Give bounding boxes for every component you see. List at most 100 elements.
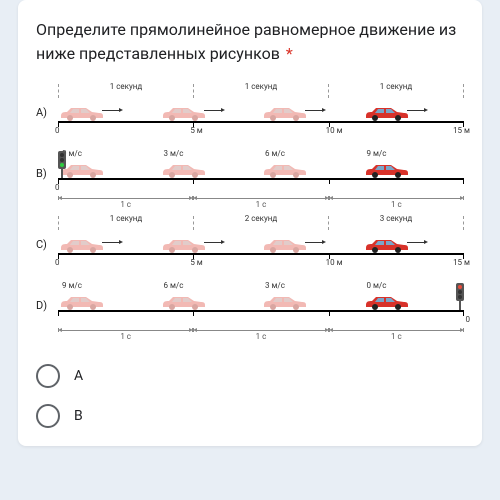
tick-label: 0 [55, 183, 60, 192]
scenario-label: D) [36, 277, 58, 312]
scenario-C: C)1 секунд2 секунд3 секунд 05 м10 м15 м [36, 216, 464, 269]
under-interval-label: 1 c [58, 200, 193, 209]
option-label: A [74, 368, 83, 384]
motion-arrow-icon [305, 242, 323, 243]
scenario-body: 1 секунд1 секунд1 секунд 05 м10 м15 м [58, 84, 464, 137]
tick-label: 15 м [453, 258, 470, 267]
tick-row: 05 м10 м15 м [58, 123, 464, 137]
under-interval-label: 1 c [193, 332, 328, 341]
car-ghost-icon: 6 м/с [261, 161, 307, 179]
car-slot: 0 м/с [363, 293, 465, 311]
car-ghost-icon: 6 м/с [160, 293, 206, 311]
tick-label: 15 м [453, 126, 470, 135]
car-icon [363, 236, 409, 254]
interval-label: 1 секунд [329, 82, 463, 91]
scenario-label: C) [36, 216, 58, 251]
car-slot [363, 104, 465, 122]
required-asterisk: * [284, 44, 293, 63]
traffic-light-icon [56, 151, 68, 179]
car-icon: 9 м/с [363, 161, 409, 179]
radio-icon[interactable] [36, 404, 60, 428]
car-slot: 3 м/с [160, 161, 262, 179]
speed-label: 9 м/с [367, 149, 387, 158]
tick-row: 0 [58, 180, 464, 194]
motion-arrow-icon [204, 242, 222, 243]
car-slot: 6 м/с [160, 293, 262, 311]
scenario-A: A)1 секунд1 секунд1 секунд 05 м10 м15 м [36, 84, 464, 137]
question-text-content: Определите прямолинейное равномерное дви… [36, 20, 456, 63]
car-slot [58, 104, 160, 122]
car-slot [160, 236, 262, 254]
motion-arrow-icon [204, 110, 222, 111]
tick-label: 10 м [326, 126, 343, 135]
answer-options: AB [36, 356, 464, 436]
tick-label: 0 [465, 315, 470, 324]
scenario-body: 9 м/с 6 м/с 3 м/с 0 м/с01 c1 c1 c [58, 277, 464, 340]
car-slot: 3 м/с [261, 293, 363, 311]
car-row [58, 232, 464, 254]
tick-label: 10 м [326, 258, 343, 267]
car-slot [261, 236, 363, 254]
car-slot: 9 м/с [363, 161, 465, 179]
motion-arrow-icon [102, 110, 120, 111]
scenario-body: 0 м/с 3 м/с 6 м/с 9 м/с01 c1 c1 c [58, 145, 464, 208]
car-icon [363, 104, 409, 122]
traffic-light-icon [454, 283, 466, 311]
interval-label: 3 секунд [329, 214, 463, 223]
interval-label: 2 секунд [194, 214, 328, 223]
tick-label: 0 [55, 126, 60, 135]
motion-arrow-icon [407, 242, 425, 243]
tick-row: 0 [58, 312, 464, 326]
car-slot [58, 236, 160, 254]
speed-label: 3 м/с [164, 149, 184, 158]
question-text: Определите прямолинейное равномерное дви… [36, 18, 464, 66]
car-ghost-icon: 9 м/с [58, 293, 104, 311]
speed-label: 6 м/с [265, 149, 285, 158]
radio-icon[interactable] [36, 364, 60, 388]
top-intervals: 1 секунд1 секунд1 секунд [58, 84, 464, 100]
car-slot [363, 236, 465, 254]
car-slot [261, 104, 363, 122]
car-ghost-icon [58, 104, 104, 122]
car-ghost-icon [160, 236, 206, 254]
car-ghost-icon [261, 104, 307, 122]
scenario-label: A) [36, 84, 58, 119]
speed-label: 6 м/с [164, 281, 184, 290]
tick-label: 0 [55, 258, 60, 267]
speed-label: 0 м/с [367, 281, 387, 290]
question-figure: A)1 секунд1 секунд1 секунд 05 м10 м15 мB… [36, 84, 464, 340]
car-ghost-icon [261, 236, 307, 254]
interval-label: 1 секунд [194, 82, 328, 91]
car-row [58, 100, 464, 122]
option-A[interactable]: A [36, 356, 464, 396]
option-B[interactable]: B [36, 396, 464, 436]
interval-label: 1 секунд [59, 214, 193, 223]
car-row: 0 м/с 3 м/с 6 м/с 9 м/с [58, 157, 464, 179]
car-slot: 0 м/с [58, 161, 160, 179]
motion-arrow-icon [305, 110, 323, 111]
option-label: B [74, 408, 83, 424]
interval-label: 1 секунд [59, 82, 193, 91]
scenario-D: D) 9 м/с 6 м/с 3 м/с 0 м/с01 c1 c1 c [36, 277, 464, 340]
under-interval-label: 1 c [329, 332, 464, 341]
car-ghost-icon [160, 104, 206, 122]
scenario-body: 1 секунд2 секунд3 секунд 05 м10 м15 м [58, 216, 464, 269]
car-icon: 0 м/с [363, 293, 409, 311]
scenario-B: B) 0 м/с 3 м/с 6 м/с 9 м/с01 c1 c1 c [36, 145, 464, 208]
car-ghost-icon: 3 м/с [160, 161, 206, 179]
tick-label: 5 м [190, 126, 202, 135]
scenario-label: B) [36, 145, 58, 180]
car-slot: 6 м/с [261, 161, 363, 179]
speed-label: 9 м/с [62, 281, 82, 290]
top-intervals: 1 секунд2 секунд3 секунд [58, 216, 464, 232]
tick-row: 05 м10 м15 м [58, 255, 464, 269]
under-intervals: 1 c1 c1 c [58, 328, 464, 340]
car-row: 9 м/с 6 м/с 3 м/с 0 м/с [58, 289, 464, 311]
speed-label: 3 м/с [265, 281, 285, 290]
car-ghost-icon: 3 м/с [261, 293, 307, 311]
under-interval-label: 1 c [329, 200, 464, 209]
under-interval-label: 1 c [193, 200, 328, 209]
car-slot [160, 104, 262, 122]
under-intervals: 1 c1 c1 c [58, 196, 464, 208]
car-slot: 9 м/с [58, 293, 160, 311]
